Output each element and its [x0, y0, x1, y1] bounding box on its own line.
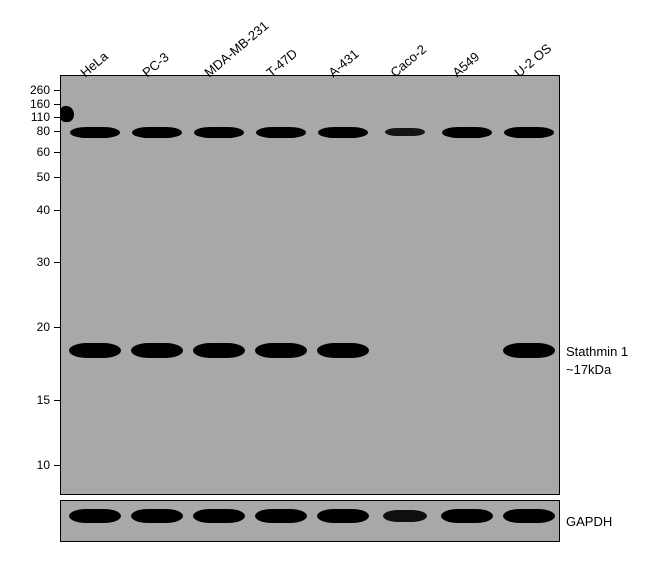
- upper-band: [442, 127, 492, 138]
- upper-band: [318, 127, 368, 138]
- main-blot-membrane: [60, 75, 560, 495]
- gapdh-band: [317, 509, 369, 523]
- stathmin-band: [503, 343, 555, 358]
- mw-tick: [54, 210, 60, 211]
- stathmin-band: [255, 343, 307, 358]
- western-blot-figure: HeLaPC-3MDA-MB-231T-47DA-431Caco-2A549U-…: [0, 0, 650, 566]
- upper-band: [504, 127, 554, 138]
- gapdh-band: [503, 509, 555, 523]
- stathmin-band: [193, 343, 245, 358]
- mw-tick: [54, 90, 60, 91]
- mw-tick-label: 40: [0, 203, 50, 217]
- loading-control-label: GAPDH: [566, 514, 612, 529]
- mw-tick: [54, 131, 60, 132]
- blot-artifact: [60, 106, 74, 122]
- mw-tick: [54, 262, 60, 263]
- gapdh-band: [441, 509, 493, 523]
- upper-band: [132, 127, 182, 138]
- gapdh-band: [383, 510, 427, 521]
- mw-tick: [54, 327, 60, 328]
- mw-tick-label: 80: [0, 124, 50, 138]
- mw-tick-label: 50: [0, 170, 50, 184]
- mw-tick: [54, 400, 60, 401]
- stathmin-band: [69, 343, 121, 358]
- target-protein-label: Stathmin 1: [566, 344, 628, 359]
- stathmin-band: [317, 343, 369, 358]
- mw-tick-label: 110: [0, 110, 50, 124]
- gapdh-band: [255, 509, 307, 523]
- mw-tick-label: 260: [0, 83, 50, 97]
- mw-tick: [54, 104, 60, 105]
- gapdh-band: [193, 509, 245, 523]
- target-mw-label: ~17kDa: [566, 362, 611, 377]
- upper-band: [70, 127, 120, 138]
- upper-band: [256, 127, 306, 138]
- mw-tick-label: 30: [0, 255, 50, 269]
- mw-tick-label: 20: [0, 320, 50, 334]
- mw-tick-label: 15: [0, 393, 50, 407]
- mw-tick-label: 160: [0, 97, 50, 111]
- gapdh-band: [69, 509, 121, 523]
- mw-tick: [54, 177, 60, 178]
- upper-band: [385, 128, 425, 136]
- mw-tick-label: 60: [0, 145, 50, 159]
- stathmin-band: [131, 343, 183, 358]
- gapdh-band: [131, 509, 183, 523]
- mw-tick-label: 10: [0, 458, 50, 472]
- mw-tick: [54, 465, 60, 466]
- mw-tick: [54, 152, 60, 153]
- lane-label: MDA-MB-231: [201, 18, 271, 80]
- upper-band: [194, 127, 244, 138]
